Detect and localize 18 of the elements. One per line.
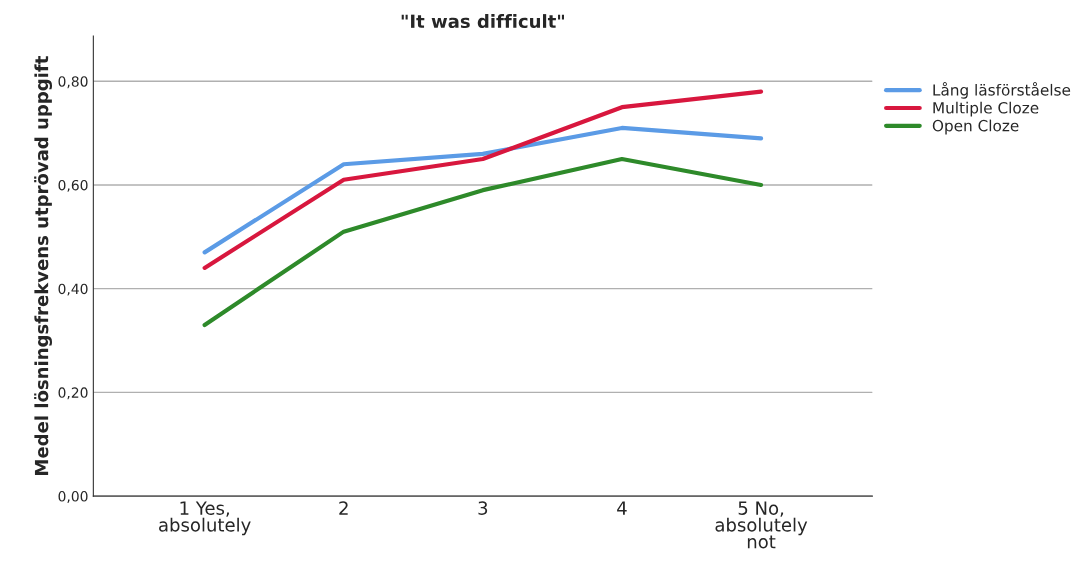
line-series — [202, 89, 764, 271]
line-series — [202, 125, 764, 255]
x-tick-label: 4 — [617, 501, 627, 515]
x-tick-label: 5 No, absolutely not — [715, 501, 808, 549]
y-tick-label: 0,00 — [58, 491, 88, 503]
legend-label: Open Cloze — [932, 119, 1019, 135]
y-tick-label: 0,20 — [58, 387, 88, 400]
chart-title: "It was difficult" — [401, 14, 564, 29]
y-tick-label: 0,80 — [58, 76, 88, 89]
y-tick-label: 0,40 — [58, 283, 88, 296]
legend-label: Multiple Cloze — [933, 101, 1039, 117]
x-tick-label: 3 — [478, 501, 488, 515]
line-series — [202, 156, 764, 328]
y-tick-label: 0,60 — [58, 179, 88, 192]
y-axis-title: Medel lösningsfrekvens utprövad uppgift — [34, 56, 53, 475]
x-tick-label: 2 — [339, 501, 348, 515]
x-tick-label: 1 Yes, absolutely — [159, 501, 251, 536]
legend-label: Lång läsförståelse — [933, 82, 1071, 99]
